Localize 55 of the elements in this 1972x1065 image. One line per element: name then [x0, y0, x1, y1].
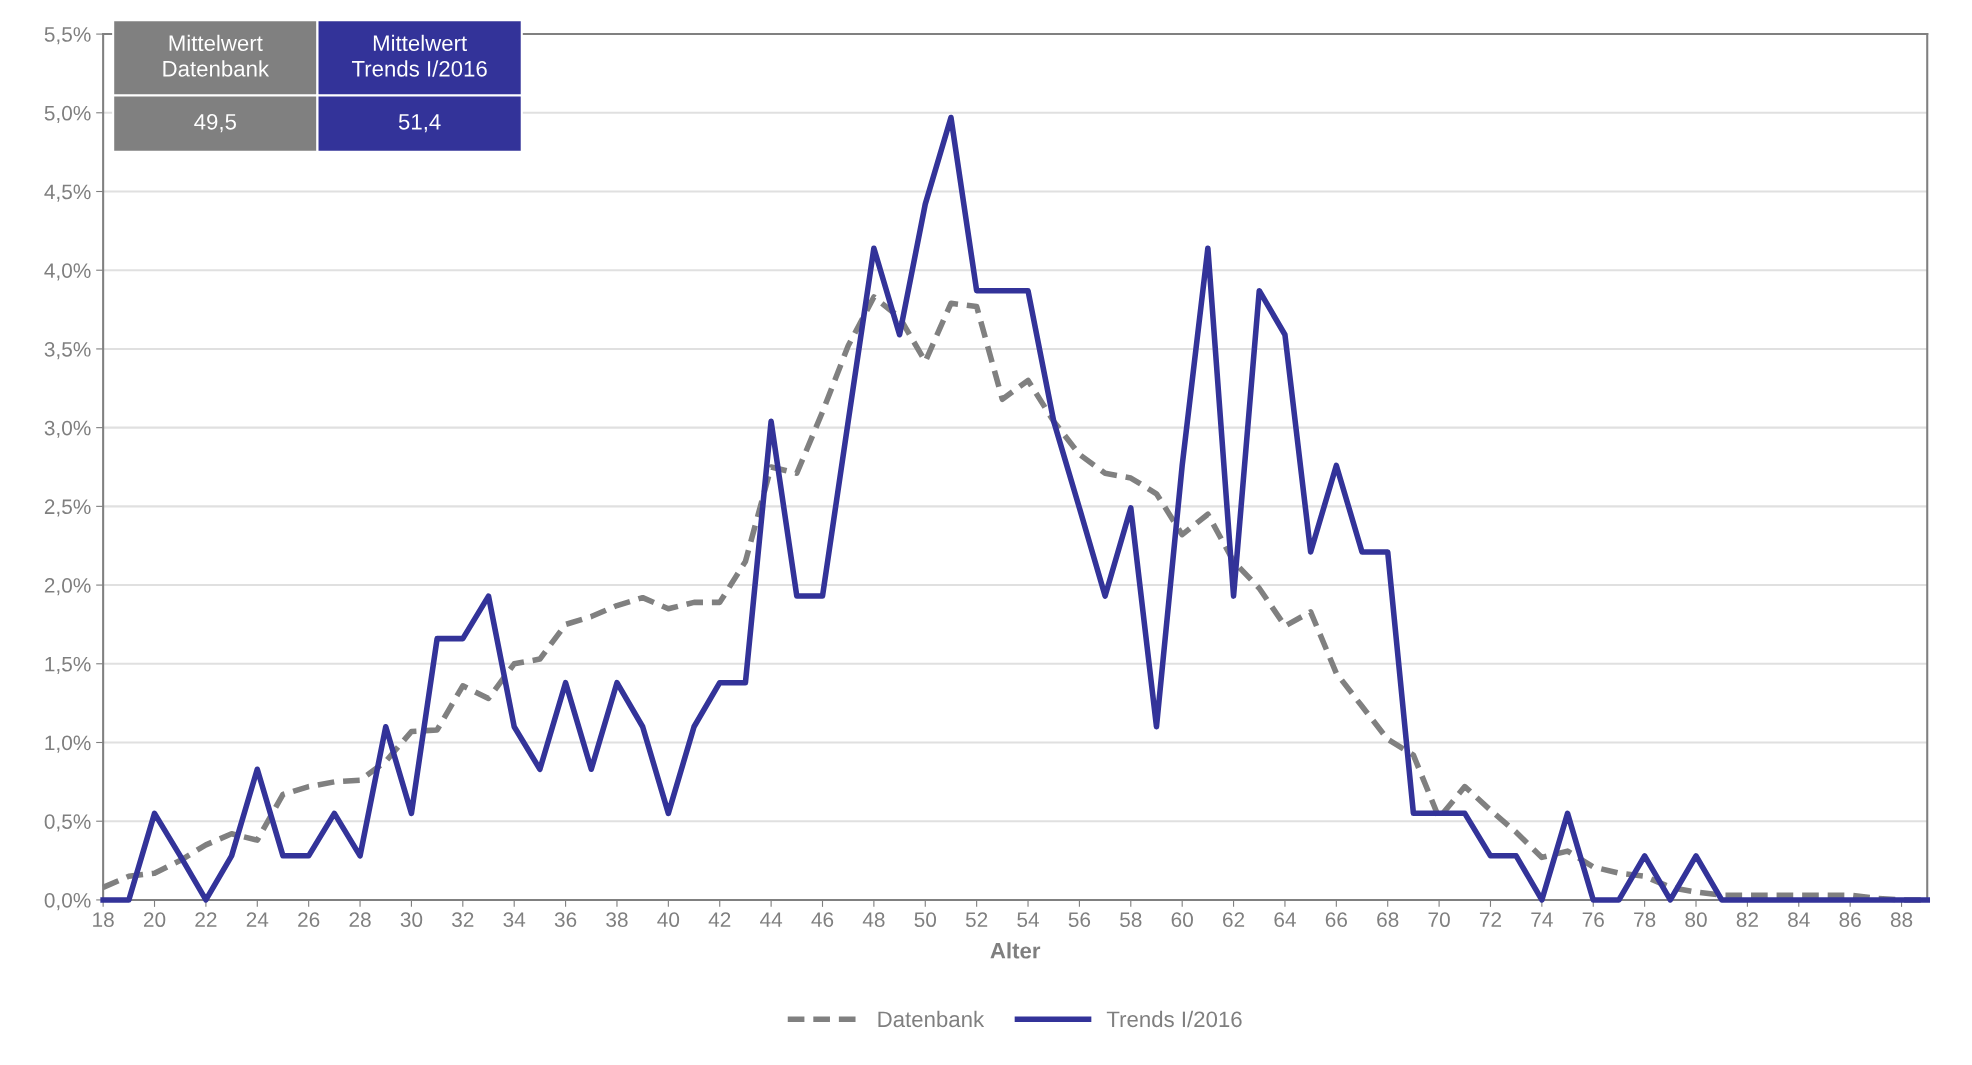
x-tick-label: 30 — [400, 912, 423, 928]
x-tick-label: 72 — [1479, 912, 1502, 927]
x-tick-label: 84 — [1788, 912, 1810, 928]
x-tick-label: 80 — [1685, 912, 1707, 928]
x-tick-label: 38 — [606, 912, 628, 928]
x-tick-label: 52 — [965, 912, 988, 928]
y-tick-label: 2,5% — [44, 499, 91, 517]
x-tick-label: 64 — [1274, 912, 1296, 928]
x-tick-label: 56 — [1068, 912, 1091, 928]
x-tick-label: 36 — [554, 912, 577, 928]
x-tick-label: 76 — [1582, 912, 1604, 928]
y-tick-label: 5,0% — [44, 105, 91, 124]
x-tick-label: 54 — [1017, 912, 1040, 928]
x-tick-label: 66 — [1325, 912, 1347, 928]
y-tick-label: 0,0% — [44, 892, 91, 911]
x-tick-label: 44 — [760, 912, 783, 927]
x-tick-label: 28 — [349, 912, 371, 928]
x-tick-label: 88 — [1890, 912, 1913, 928]
x-axis-title: Alter — [990, 942, 1041, 959]
x-tick-label: 42 — [708, 912, 731, 927]
y-tick-label: 3,0% — [44, 420, 91, 438]
x-tick-label: 62 — [1223, 912, 1245, 928]
x-tick-label: 32 — [452, 912, 474, 928]
y-tick-label: 5,5% — [44, 27, 91, 45]
x-tick-label: 68 — [1377, 912, 1399, 928]
x-tick-label: 86 — [1839, 912, 1861, 928]
y-tick-label: 3,5% — [44, 341, 91, 360]
x-tick-label: 24 — [246, 912, 269, 927]
x-tick-label: 34 — [503, 912, 526, 928]
annotation: 49,5 — [194, 113, 237, 133]
annotation: Mittelwert Trends I/2016 — [351, 34, 487, 77]
y-tick-label: 4,5% — [44, 184, 91, 202]
x-tick-label: 50 — [914, 912, 937, 928]
annotation: Mittelwert Datenbank — [163, 34, 270, 77]
x-tick-label: 74 — [1531, 912, 1553, 927]
annotation: 51,4 — [398, 114, 441, 133]
x-tick-label: 18 — [93, 912, 114, 928]
x-tick-label: 20 — [143, 912, 166, 928]
y-tick-label: 1,0% — [45, 735, 91, 753]
x-tick-label: 22 — [195, 912, 217, 927]
x-tick-label: 82 — [1736, 912, 1758, 928]
x-tick-label: 46 — [811, 912, 834, 928]
legend-label: Trends I/2016 — [1106, 1010, 1242, 1028]
x-tick-label: 26 — [298, 912, 320, 928]
y-tick-label: 0,5% — [44, 814, 91, 832]
y-tick-label: 1,5% — [45, 656, 91, 674]
legend-label: Datenbank — [878, 1010, 985, 1028]
x-tick-label: 48 — [862, 912, 885, 928]
x-tick-label: 60 — [1171, 912, 1193, 928]
x-tick-label: 40 — [657, 912, 680, 928]
x-tick-label: 58 — [1120, 912, 1142, 928]
x-tick-label: 70 — [1428, 912, 1450, 928]
y-tick-label: 2,0% — [44, 578, 91, 596]
y-tick-label: 4,0% — [44, 263, 91, 281]
x-tick-label: 78 — [1634, 912, 1656, 928]
